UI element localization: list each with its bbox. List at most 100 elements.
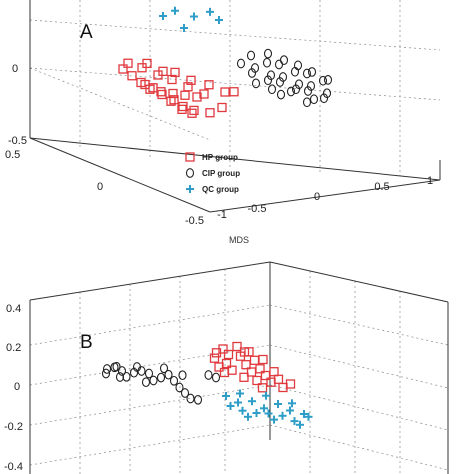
axis-edge	[29, 137, 441, 181]
legend-label: CIP group	[202, 169, 240, 178]
data-point-circle	[262, 57, 272, 68]
data-point-plus	[278, 411, 287, 420]
data-point-plus	[264, 409, 273, 418]
data-point-square	[156, 87, 166, 97]
data-point-plus	[304, 412, 313, 421]
data-point-square	[199, 89, 209, 99]
data-point-square	[140, 79, 150, 90]
data-point-circle	[293, 60, 303, 71]
legend-label: HP group	[202, 153, 238, 162]
grid-line	[29, 67, 211, 141]
grid-line	[29, 67, 441, 101]
data-point-square	[167, 74, 177, 85]
data-point-square	[169, 95, 179, 105]
panel-label: B	[80, 332, 93, 353]
data-point-plus	[290, 417, 299, 426]
data-point-plus	[288, 399, 296, 408]
data-point-circle	[156, 372, 166, 383]
z-tick-label: 0.4	[6, 303, 21, 315]
data-point-square	[187, 108, 197, 118]
data-point-circle	[323, 75, 333, 85]
data-point-circle	[286, 86, 296, 97]
data-point-square	[178, 101, 188, 112]
data-point-square	[204, 80, 214, 90]
data-point-circle	[303, 86, 313, 96]
grid-line	[29, 424, 271, 466]
data-point-circle	[102, 364, 112, 374]
data-point-square	[232, 341, 242, 352]
axis-edge	[209, 179, 441, 213]
data-point-square	[223, 349, 234, 360]
data-point-square	[127, 71, 137, 81]
data-point-circle	[263, 75, 273, 86]
data-point-square	[209, 353, 220, 363]
data-point-plus	[190, 12, 198, 21]
axis-edge	[269, 261, 449, 303]
data-point-circle	[309, 94, 319, 105]
data-point-circle	[204, 370, 213, 380]
data-point-square	[220, 87, 230, 97]
x-tick-label: -0.5	[248, 203, 267, 215]
data-point-circle	[186, 393, 195, 404]
data-point-circle	[141, 377, 151, 388]
data-point-square	[239, 372, 249, 382]
data-point-circle	[275, 77, 285, 87]
legend-label: QC group	[202, 185, 239, 194]
data-point-circle	[115, 372, 125, 382]
data-point-square	[183, 82, 193, 92]
data-point-circle	[307, 67, 317, 77]
y-tick-label: 0	[97, 181, 103, 193]
data-point-square	[273, 374, 284, 384]
data-point-circle	[132, 362, 142, 372]
grid-line	[29, 304, 271, 346]
data-point-square	[257, 383, 268, 393]
data-point-circle	[164, 369, 173, 380]
data-point-circle	[247, 68, 257, 78]
grid-line	[29, 344, 271, 386]
data-point-plus	[238, 406, 247, 415]
data-point-square	[142, 58, 152, 69]
data-point-circle	[144, 368, 154, 379]
data-point-circle	[276, 89, 286, 100]
data-point-plus	[260, 404, 268, 413]
data-point-plus	[296, 420, 304, 429]
data-point-plus	[215, 16, 223, 24]
data-point-square	[170, 67, 180, 78]
data-point-square	[189, 105, 199, 116]
data-point-square	[258, 354, 268, 365]
grid-line	[269, 384, 449, 431]
data-point-circle	[159, 363, 169, 374]
grid-line	[269, 304, 449, 346]
data-point-square	[177, 104, 187, 114]
data-point-circle	[302, 68, 312, 79]
z-tick-label: 0	[14, 381, 20, 393]
data-point-square	[157, 89, 167, 100]
data-point-circle	[291, 84, 301, 95]
axis-edge	[29, 137, 211, 213]
data-point-plus	[206, 7, 214, 16]
x-tick-label: 0.5	[374, 181, 389, 193]
legend: HP group CIP group QC group	[185, 152, 240, 194]
panel-b-scatter3d: MDS 0.4 0.2 0 -0.2 -0.4 B	[4, 235, 449, 474]
data-point-square	[180, 90, 190, 100]
grid-line	[269, 344, 449, 389]
data-point-square	[252, 375, 262, 386]
data-point-circle	[236, 58, 246, 69]
data-point-plus	[234, 398, 242, 407]
data-point-square	[145, 84, 155, 94]
data-point-circle	[302, 97, 312, 108]
data-point-plus	[226, 402, 235, 410]
data-point-circle	[175, 382, 184, 393]
panel-label: A	[80, 22, 93, 43]
data-point-square	[158, 66, 168, 76]
data-point-plus	[262, 391, 270, 400]
y-tick-label: -0.5	[185, 215, 204, 227]
data-point-circle	[274, 59, 284, 70]
data-point-square	[168, 88, 178, 99]
data-point-square	[219, 367, 230, 378]
data-point-square	[123, 58, 133, 68]
data-point-square	[241, 360, 251, 370]
data-point-square	[246, 367, 257, 377]
data-point-circle	[263, 48, 273, 59]
